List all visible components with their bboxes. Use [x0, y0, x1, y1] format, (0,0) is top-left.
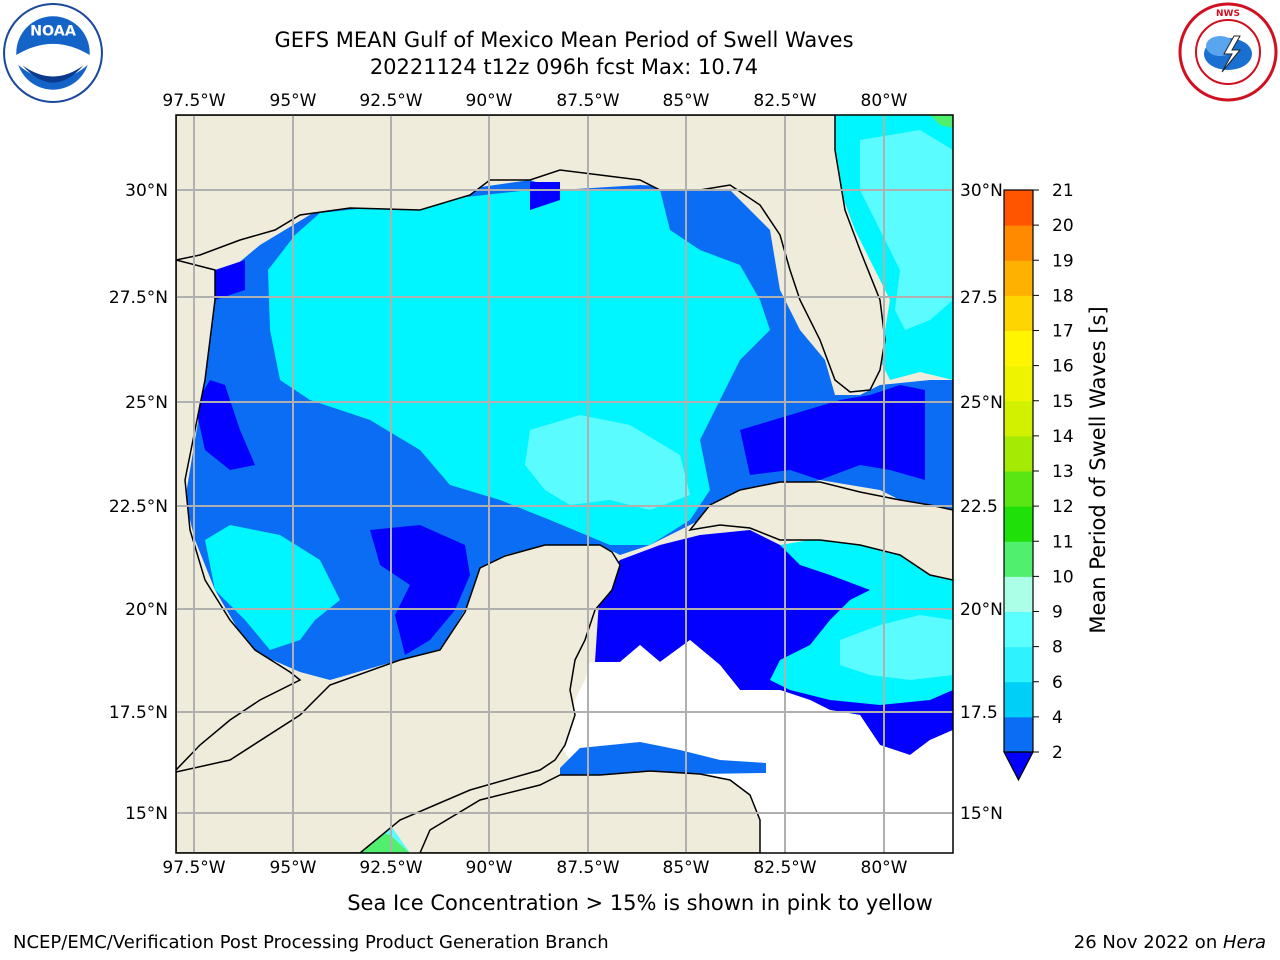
yucatan-peninsula [176, 544, 621, 853]
colorbar-tick-label: 9 [1052, 603, 1063, 623]
colorbar-segment [1004, 506, 1033, 542]
svg-text:NOAA: NOAA [30, 24, 76, 40]
lat-label: 15°N [960, 804, 1003, 824]
lat-label: 20°N [125, 600, 168, 620]
colorbar-tick-label: 19 [1052, 251, 1074, 271]
lat-label: 25°N [960, 393, 1003, 413]
colorbar-segment [1004, 576, 1033, 612]
lon-label: 92.5°W [359, 858, 422, 878]
caribbean-light-cyan [840, 615, 953, 680]
colorbar-segment [1004, 295, 1033, 331]
lon-label: 87.5°W [556, 858, 619, 878]
deep-blue-patch [215, 260, 245, 300]
gulf-light-cyan-patch [525, 415, 690, 510]
colorbar-segment [1004, 330, 1033, 367]
lat-label: 30°N [960, 181, 1003, 201]
lat-label: 15°N [125, 804, 168, 824]
lat-label: 27.5°N [109, 288, 168, 308]
lon-label: 90°W [466, 91, 513, 111]
lon-label: 97.5°W [162, 858, 225, 878]
latitude-labels-right: 30°N 27.5 25°N 22.5 20°N 17.5 15°N [960, 181, 1003, 824]
footer-date: 26 Nov 2022 on Hera [1074, 932, 1266, 953]
colorbar-tick-label: 17 [1052, 322, 1074, 342]
colorbar-tick-label: 11 [1052, 532, 1074, 552]
colorbar-tick-label: 12 [1052, 497, 1074, 517]
lat-label: 20°N [960, 600, 1003, 620]
map-frame [175, 114, 954, 854]
colorbar-segment [1004, 646, 1033, 683]
lon-label: 95°W [270, 858, 317, 878]
colorbar-label: Mean Period of Swell Waves [s] [1086, 306, 1110, 633]
footer-host: Hera [1222, 932, 1266, 953]
colorbar-segment [1004, 225, 1033, 261]
lat-label: 27.5 [960, 288, 998, 308]
colorbar-segment [1004, 260, 1033, 296]
atlantic-green-patch [930, 115, 953, 128]
colorbar: 2 4 6 8 9 10 11 12 13 14 15 16 17 18 19 20 21 [1003, 181, 1074, 782]
colorbar-segment [1004, 365, 1033, 402]
lon-label: 82.5°W [753, 858, 816, 878]
colorbar-segment [1004, 471, 1033, 507]
caribbean-no-data-area [560, 640, 953, 853]
noaa-logo: NOAA [3, 3, 103, 103]
lon-label: 87.5°W [556, 91, 619, 111]
colorbar-tick-label: 21 [1052, 181, 1074, 201]
colorbar-segment [1004, 681, 1033, 718]
lat-label: 25°N [125, 393, 168, 413]
colorbar-tick-label: 20 [1052, 216, 1074, 236]
southwest-cyan-patch [205, 525, 340, 650]
colorbar-underflow-arrow [1003, 751, 1034, 782]
colorbar-segment [1004, 716, 1033, 753]
lon-label: 92.5°W [359, 91, 422, 111]
lat-label: 17.5°N [109, 703, 168, 723]
nws-logo: NWS [1178, 2, 1278, 102]
lat-label: 22.5 [960, 497, 998, 517]
map-gridlines [176, 115, 953, 853]
map-subtitle: 20221124 t12z 096h fcst Max: 10.74 [369, 55, 759, 79]
deep-blue-patch [370, 525, 470, 655]
florida-peninsula [176, 115, 886, 393]
latitude-labels-left: 30°N 27.5°N 25°N 22.5°N 20°N 17.5°N 15°N [109, 181, 168, 824]
map-area [176, 115, 953, 853]
lon-label: 97.5°W [162, 91, 225, 111]
lon-label: 82.5°W [753, 91, 816, 111]
longitude-labels-top: 97.5°W 95°W 92.5°W 90°W 87.5°W 85°W 82.5°W 80°W [162, 91, 907, 111]
lon-label: 95°W [270, 91, 317, 111]
colorbar-segment [1004, 541, 1033, 577]
honduras-coast-band [560, 742, 766, 775]
lat-label: 30°N [125, 181, 168, 201]
lon-label: 80°W [861, 858, 908, 878]
lon-label: 80°W [861, 91, 908, 111]
longitude-labels-bottom: 97.5°W 95°W 92.5°W 90°W 87.5°W 85°W 82.5°W 80°W [162, 858, 907, 878]
colorbar-segment [1004, 435, 1033, 472]
lat-label: 22.5°N [109, 497, 168, 517]
colorbar-tick-label: 14 [1052, 427, 1074, 447]
colorbar-tick-label: 15 [1052, 392, 1074, 412]
footer-credit: NCEP/EMC/Verification Post Processing Pr… [13, 932, 609, 953]
colorbar-segment [1004, 190, 1033, 226]
colorbar-tick-label: 13 [1052, 462, 1074, 482]
map-title: GEFS MEAN Gulf of Mexico Mean Period of … [274, 28, 854, 52]
colorbar-tick-label: 4 [1052, 708, 1063, 728]
colorbar-segment [1004, 611, 1033, 648]
footer-date-text: 26 Nov 2022 on [1073, 932, 1223, 953]
colorbar-segment [1004, 400, 1033, 437]
colorbar-tick-label: 8 [1052, 638, 1063, 658]
colorbar-tick-label: 10 [1052, 567, 1074, 587]
mexico-land [176, 259, 302, 772]
svg-text:NWS: NWS [1216, 9, 1240, 19]
sea-ice-note: Sea Ice Concentration > 15% is shown in … [347, 891, 933, 915]
deep-blue-patch [740, 385, 925, 480]
colorbar-tick-label: 2 [1052, 743, 1063, 763]
lat-label: 17.5 [960, 703, 998, 723]
colorbar-tick-label: 6 [1052, 673, 1063, 693]
colorbar-tick-label: 18 [1052, 286, 1074, 306]
lon-label: 85°W [663, 91, 710, 111]
colorbar-tick-label: 16 [1052, 357, 1074, 377]
lon-label: 90°W [466, 858, 513, 878]
lon-label: 85°W [663, 858, 710, 878]
